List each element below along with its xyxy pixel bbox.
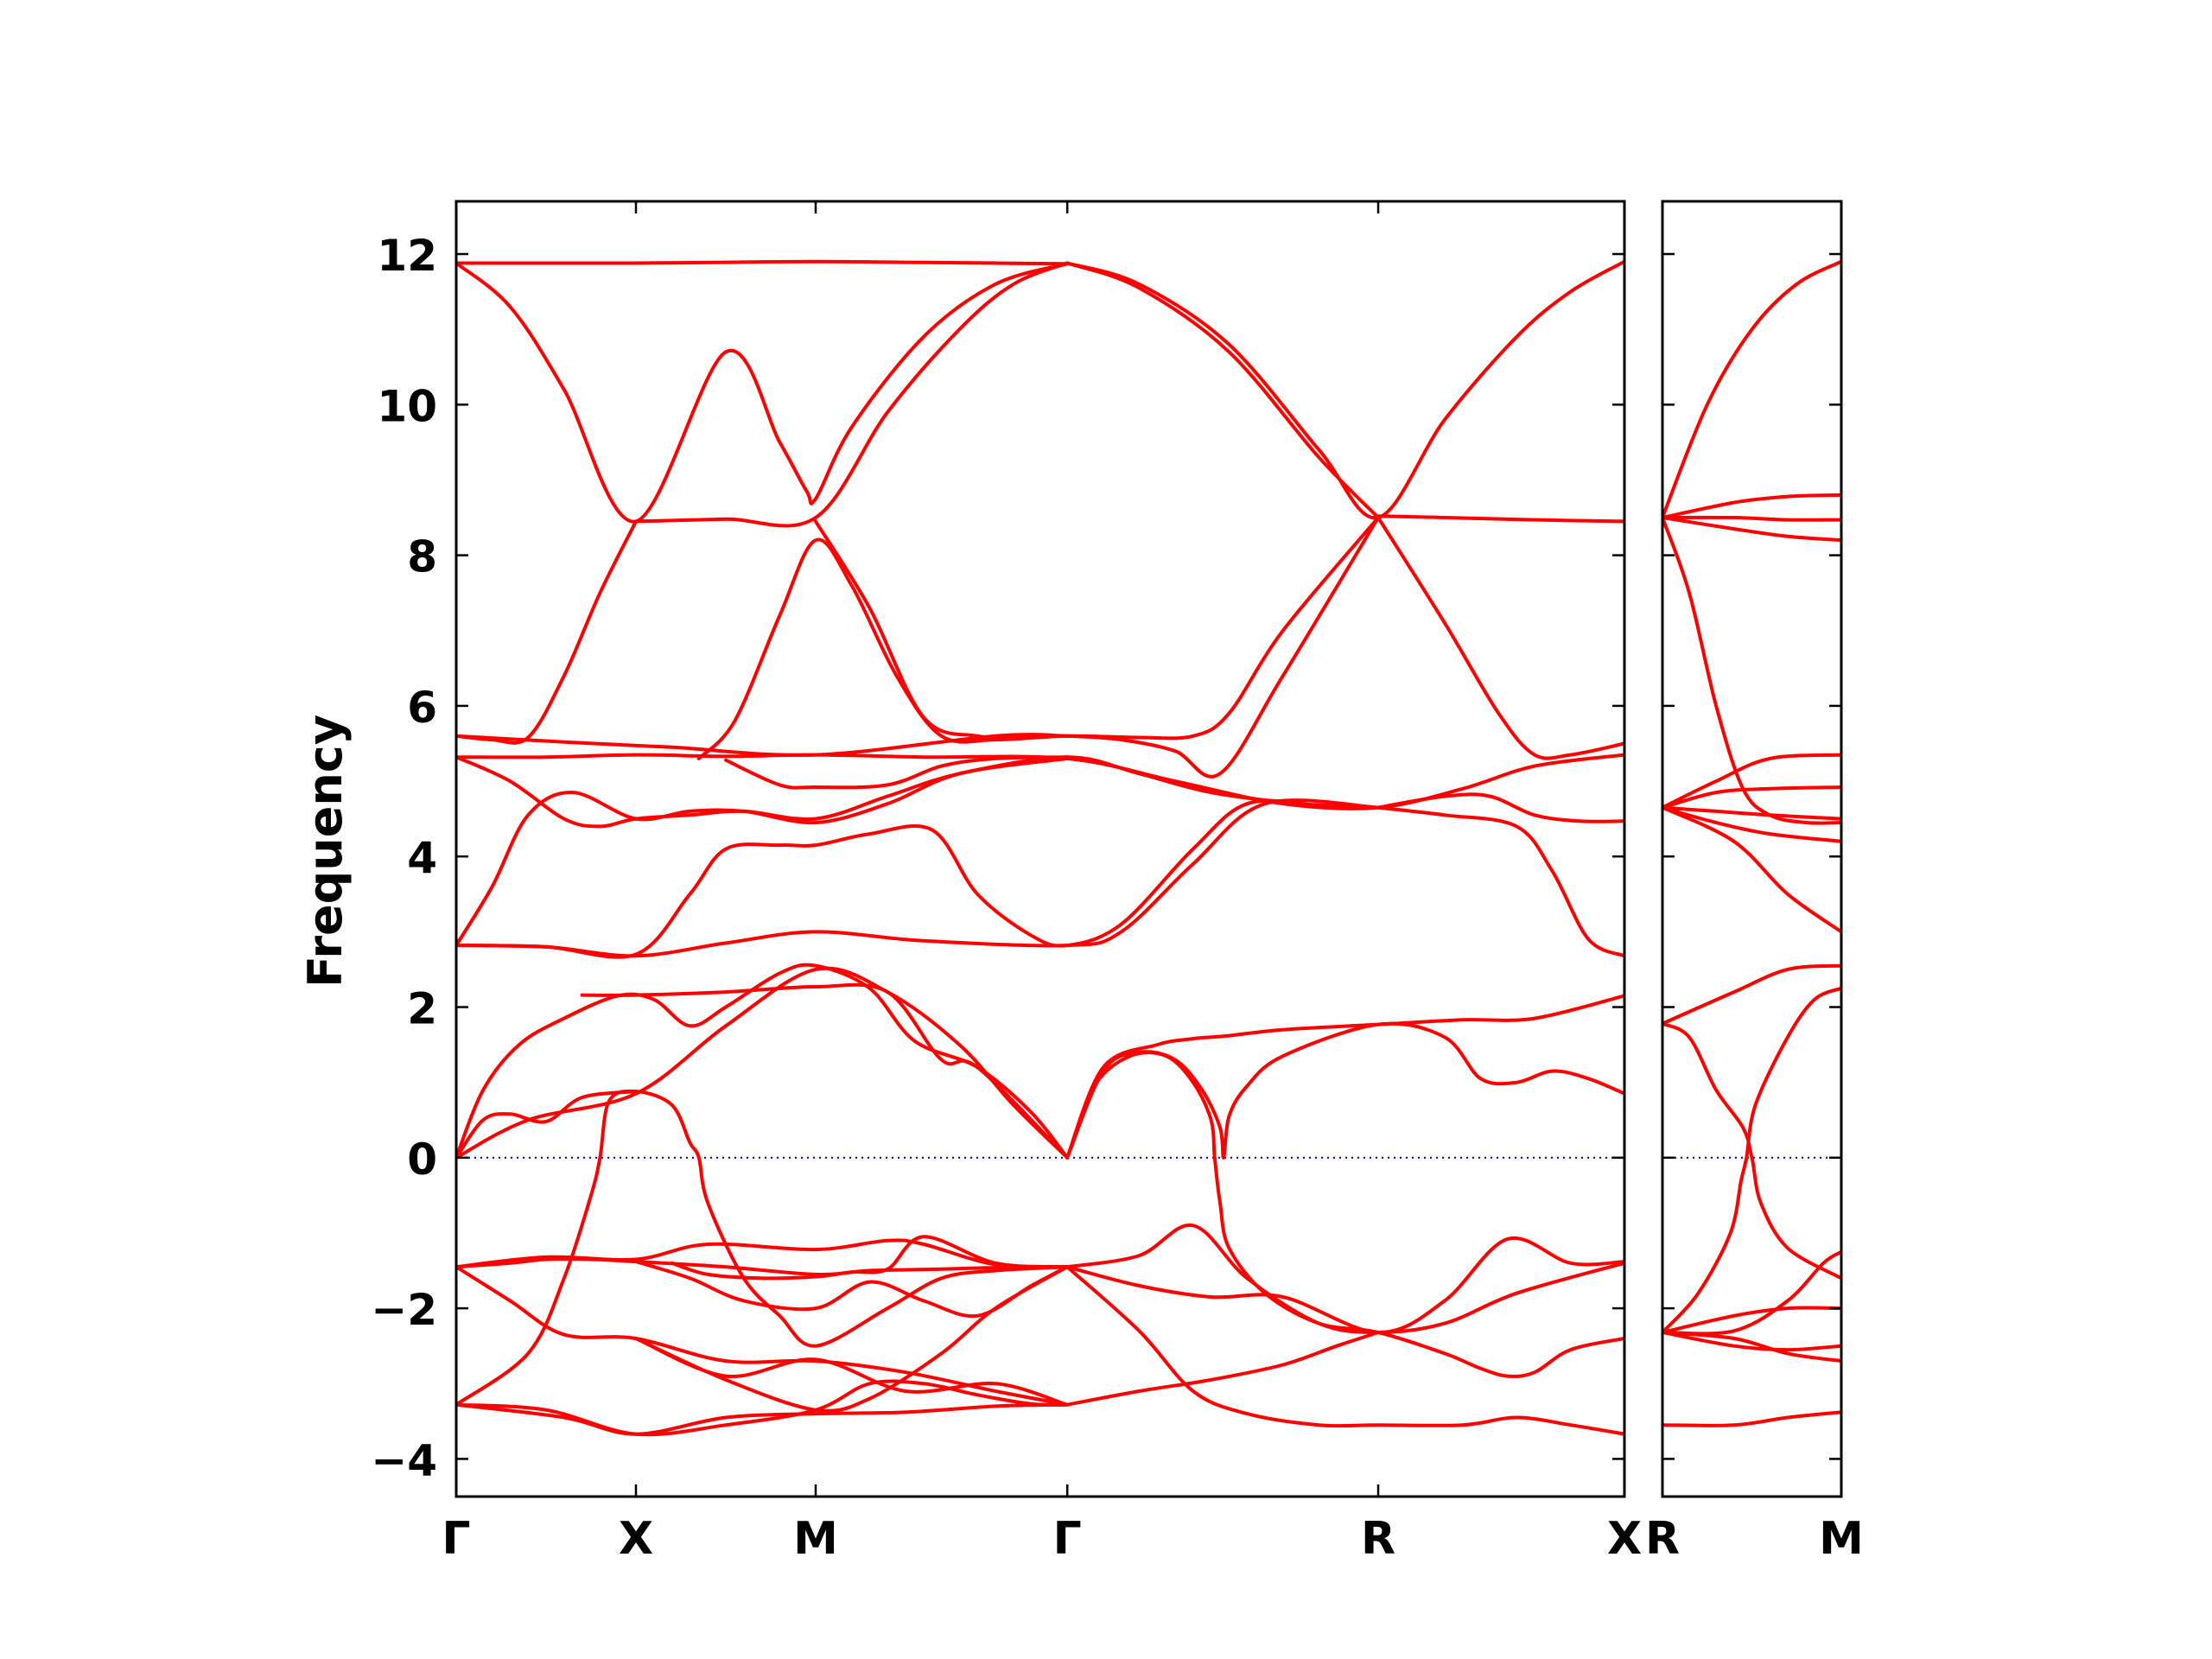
band-line-right-10: [1662, 963, 1841, 1026]
y-tick-label-7: 10: [377, 381, 437, 431]
band-line-right-15: [1662, 1331, 1841, 1352]
band-line-right-8: [1662, 805, 1841, 843]
band-line-main-4: [1065, 261, 1380, 519]
y-tick-label-4: 4: [407, 833, 437, 883]
band-line-main-22: [456, 1090, 638, 1160]
band-line-main-27: [456, 1257, 1070, 1276]
x-tick-label-main-3: Γ: [1053, 1513, 1082, 1565]
band-line-main-35: [634, 1265, 1070, 1413]
band-line-main-15: [456, 798, 1380, 959]
band-line-main-12: [456, 755, 1380, 829]
y-tick-label-1: −2: [371, 1285, 437, 1335]
y-tick-label-6: 8: [407, 532, 437, 582]
y-tick-label-5: 6: [407, 683, 437, 733]
band-line-right-12: [1662, 986, 1841, 1334]
band-line-main-21: [580, 982, 1070, 1160]
y-tick-label-0: −4: [371, 1435, 437, 1485]
band-line-right-6: [1662, 785, 1841, 810]
band-line-main-20: [456, 966, 1070, 1160]
band-line-main-6: [456, 519, 638, 745]
band-line-main-13: [456, 756, 1070, 948]
x-tick-label-right-0: R: [1645, 1513, 1680, 1565]
band-line-main-16: [456, 798, 1380, 958]
x-tick-label-main-4: R: [1361, 1513, 1395, 1565]
band-line-main-25: [1065, 1021, 1624, 1160]
band-line-main-5: [1376, 514, 1624, 524]
y-tick-label-3: 2: [407, 984, 437, 1034]
band-line-main-9: [1376, 516, 1624, 760]
panel-frame-right: [1661, 200, 1843, 1498]
band-line-right-0: [1662, 259, 1841, 519]
band-line-main-1: [456, 261, 1070, 524]
y-axis-label: Frequency: [298, 715, 353, 988]
panel-right-bands: [1662, 259, 1841, 1427]
band-line-right-16: [1662, 1331, 1841, 1363]
panel-main-bands: [456, 259, 1624, 1437]
band-line-right-9: [1662, 805, 1841, 934]
x-tick-label-main-5: X: [1607, 1513, 1642, 1565]
band-line-main-26: [456, 1089, 1070, 1407]
x-tick-label-main-0: Γ: [442, 1513, 470, 1565]
x-tick-label-main-2: M: [793, 1513, 838, 1565]
band-line-main-24: [1065, 1051, 1624, 1378]
band-line-right-11: [1662, 1021, 1841, 1281]
band-line-main-28: [456, 1238, 1070, 1269]
band-line-main-23: [1065, 994, 1624, 1160]
band-line-right-14: [1662, 1306, 1841, 1334]
band-line-main-39: [1065, 1331, 1380, 1407]
band-line-right-3: [1662, 516, 1841, 543]
x-tick-label-right-1: M: [1819, 1513, 1864, 1565]
band-line-main-10: [456, 733, 1070, 757]
band-line-main-14: [724, 755, 1070, 790]
band-line-main-37: [1065, 1223, 1624, 1334]
band-line-right-4: [1662, 516, 1841, 825]
band-line-main-33: [456, 1402, 1070, 1436]
band-line-main-3: [1065, 259, 1624, 520]
x-tick-label-main-1: X: [619, 1513, 653, 1565]
layer-lines: [456, 259, 1841, 1437]
layer-frames: [454, 200, 1843, 1498]
band-line-main-34: [634, 1337, 1070, 1407]
band-line-main-18: [1376, 805, 1624, 958]
band-line-main-2: [634, 261, 1070, 528]
band-line-main-8: [814, 516, 1380, 779]
panel-frame-main: [454, 200, 1626, 1498]
band-line-main-0: [456, 259, 1070, 266]
y-tick-label-8: 12: [377, 231, 437, 281]
band-line-main-7: [696, 516, 1380, 760]
band-line-right-2: [1662, 515, 1841, 522]
band-line-right-7: [1662, 805, 1841, 821]
band-line-main-29: [670, 1235, 1070, 1281]
band-line-main-38: [1065, 1265, 1624, 1436]
band-line-right-17: [1662, 1410, 1841, 1427]
band-line-right-5: [1662, 753, 1841, 810]
y-tick-label-2: 0: [407, 1135, 437, 1185]
band-line-main-17: [1376, 792, 1624, 823]
band-line-right-1: [1662, 493, 1841, 519]
